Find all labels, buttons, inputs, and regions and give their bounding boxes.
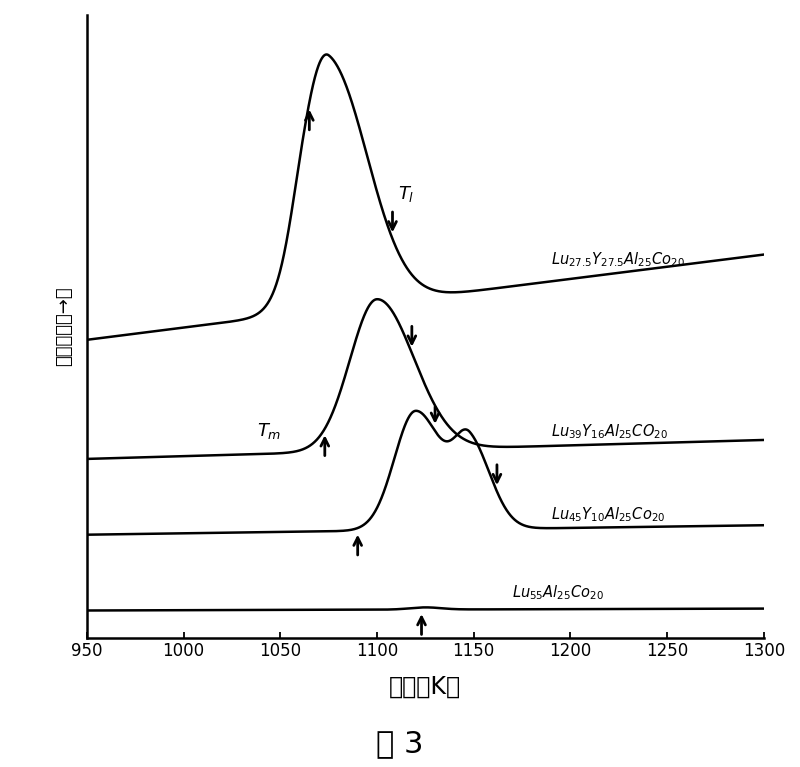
Text: 图 3: 图 3 [376, 729, 424, 759]
Text: $Lu_{27.5}Y_{27.5}Al_{25}Co_{20}$: $Lu_{27.5}Y_{27.5}Al_{25}Co_{20}$ [551, 250, 685, 269]
Text: $Lu_{39}Y_{16}Al_{25}CO_{20}$: $Lu_{39}Y_{16}Al_{25}CO_{20}$ [551, 423, 668, 441]
X-axis label: 温度（K）: 温度（K） [390, 674, 462, 698]
Text: $T_m$: $T_m$ [257, 421, 282, 441]
Text: $T_l$: $T_l$ [398, 184, 414, 204]
Text: $Lu_{55}Al_{25}Co_{20}$: $Lu_{55}Al_{25}Co_{20}$ [513, 584, 604, 603]
Text: $Lu_{45}Y_{10}Al_{25}Co_{20}$: $Lu_{45}Y_{10}Al_{25}Co_{20}$ [551, 505, 666, 525]
Y-axis label: 热焰（吸热→）: 热焰（吸热→） [55, 286, 73, 366]
